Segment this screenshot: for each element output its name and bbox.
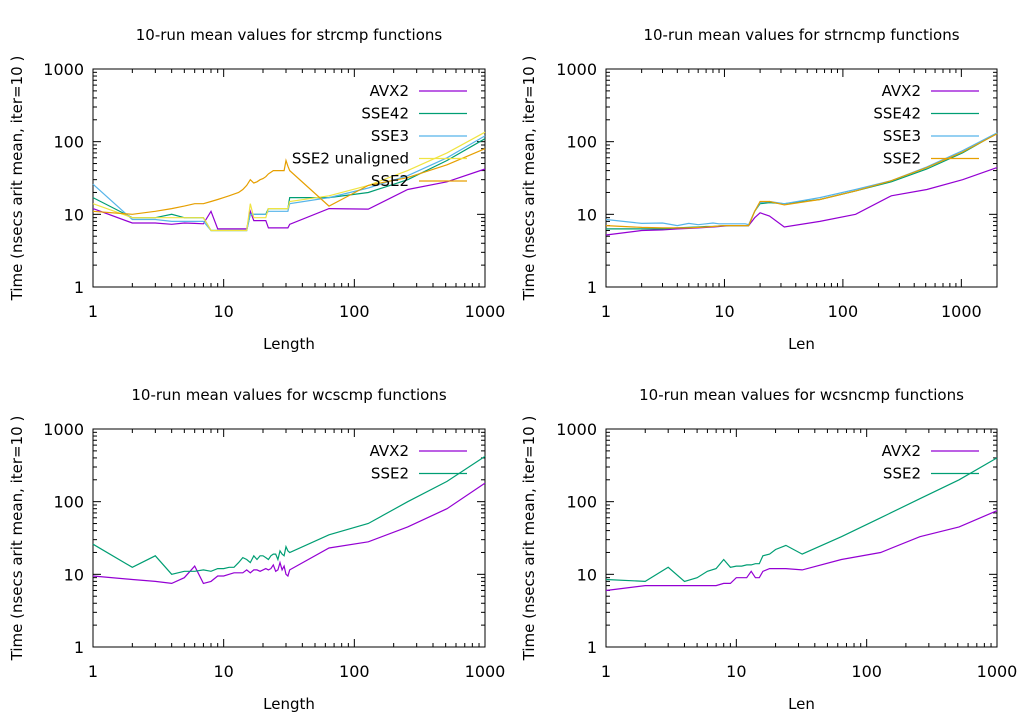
y-tick-label: 1 xyxy=(587,638,597,657)
chart-title: 10-run mean values for strncmp functions xyxy=(643,26,959,44)
series-line-sse2 xyxy=(92,455,486,575)
series-line-sse2 xyxy=(605,457,998,583)
x-tick-label: 100 xyxy=(339,662,370,681)
y-tick-label: 10 xyxy=(577,205,597,224)
legend-label: SSE2 xyxy=(371,465,409,483)
y-tick-label: 1 xyxy=(74,638,84,657)
chart-title: 10-run mean values for wcsncmp functions xyxy=(639,386,964,404)
x-tick-label: 100 xyxy=(851,662,882,681)
y-axis-label: Time (nsecs arit mean, iter=10 ) xyxy=(8,56,26,302)
x-tick-label: 10 xyxy=(213,662,233,681)
x-tick-label: 1000 xyxy=(977,662,1018,681)
series-line-sse3 xyxy=(605,132,998,227)
series-line-sse2 xyxy=(92,148,486,215)
legend-label: SSE2 xyxy=(883,465,921,483)
plot-frame xyxy=(605,68,998,288)
y-tick-label: 100 xyxy=(53,493,84,512)
legend-label: SSE2 xyxy=(883,150,921,168)
legend-label: SSE2 xyxy=(371,172,409,190)
y-tick-label: 1000 xyxy=(43,60,84,79)
legend-label: AVX2 xyxy=(882,82,921,100)
x-tick-label: 1000 xyxy=(941,302,982,321)
series-line-sse2 xyxy=(605,133,998,229)
y-axis-label: Time (nsecs arit mean, iter=10 ) xyxy=(520,416,538,662)
x-tick-label: 1 xyxy=(601,662,611,681)
chart-3: 10-run mean values for wcscmp functions 1… xyxy=(8,386,505,713)
x-tick-label: 100 xyxy=(339,302,370,321)
legend-label: SSE3 xyxy=(883,127,921,145)
chart-2: 10-run mean values for strncmp functions… xyxy=(520,26,998,353)
y-tick-label: 100 xyxy=(53,133,84,152)
chart-title: 10-run mean values for strcmp functions xyxy=(136,26,443,44)
y-tick-label: 10 xyxy=(64,205,84,224)
x-axis-label: Len xyxy=(788,335,815,353)
x-tick-label: 100 xyxy=(828,302,859,321)
y-tick-label: 100 xyxy=(566,493,597,512)
y-tick-label: 1 xyxy=(74,278,84,297)
chart-1: 10-run mean values for strcmp functions 1… xyxy=(8,26,505,353)
x-tick-label: 1000 xyxy=(465,662,506,681)
series-line-avx2 xyxy=(92,168,486,230)
legend-label: SSE42 xyxy=(873,105,921,123)
y-axis-label: Time (nsecs arit mean, iter=10 ) xyxy=(520,56,538,302)
y-tick-label: 10 xyxy=(577,565,597,584)
plot-frame xyxy=(92,428,486,648)
legend-label: SSE42 xyxy=(361,105,409,123)
y-tick-label: 1000 xyxy=(556,420,597,439)
x-axis-label: Length xyxy=(263,695,315,713)
y-axis-label: Time (nsecs arit mean, iter=10 ) xyxy=(8,416,26,662)
series-line-sse42 xyxy=(606,132,998,230)
x-tick-label: 10 xyxy=(714,302,734,321)
plot-frame xyxy=(92,68,486,288)
y-tick-label: 10 xyxy=(64,565,84,584)
legend-label: AVX2 xyxy=(370,82,409,100)
x-tick-label: 10 xyxy=(213,302,233,321)
series-line-sse2-unaligned xyxy=(92,131,486,232)
legend-label: AVX2 xyxy=(370,442,409,460)
x-axis-label: Length xyxy=(263,335,315,353)
series-line-avx2 xyxy=(605,510,998,592)
x-tick-label: 1000 xyxy=(465,302,506,321)
chart-4: 10-run mean values for wcsncmp functions… xyxy=(520,386,1017,713)
y-tick-label: 1000 xyxy=(43,420,84,439)
legend-label: SSE2 unaligned xyxy=(292,150,409,168)
x-tick-label: 1 xyxy=(88,662,98,681)
legend-label: AVX2 xyxy=(882,442,921,460)
plot-frame xyxy=(605,428,998,648)
y-tick-label: 1 xyxy=(587,278,597,297)
legend-label: SSE3 xyxy=(371,127,409,145)
chart-title: 10-run mean values for wcscmp functions xyxy=(131,386,446,404)
x-axis-label: Len xyxy=(788,695,815,713)
x-tick-label: 1 xyxy=(88,302,98,321)
y-tick-label: 100 xyxy=(566,133,597,152)
series-line-avx2 xyxy=(92,482,486,585)
x-tick-label: 1 xyxy=(601,302,611,321)
y-tick-label: 1000 xyxy=(556,60,597,79)
series-line-sse3 xyxy=(92,135,486,232)
x-tick-label: 10 xyxy=(726,662,746,681)
series-line-sse42 xyxy=(92,138,486,232)
